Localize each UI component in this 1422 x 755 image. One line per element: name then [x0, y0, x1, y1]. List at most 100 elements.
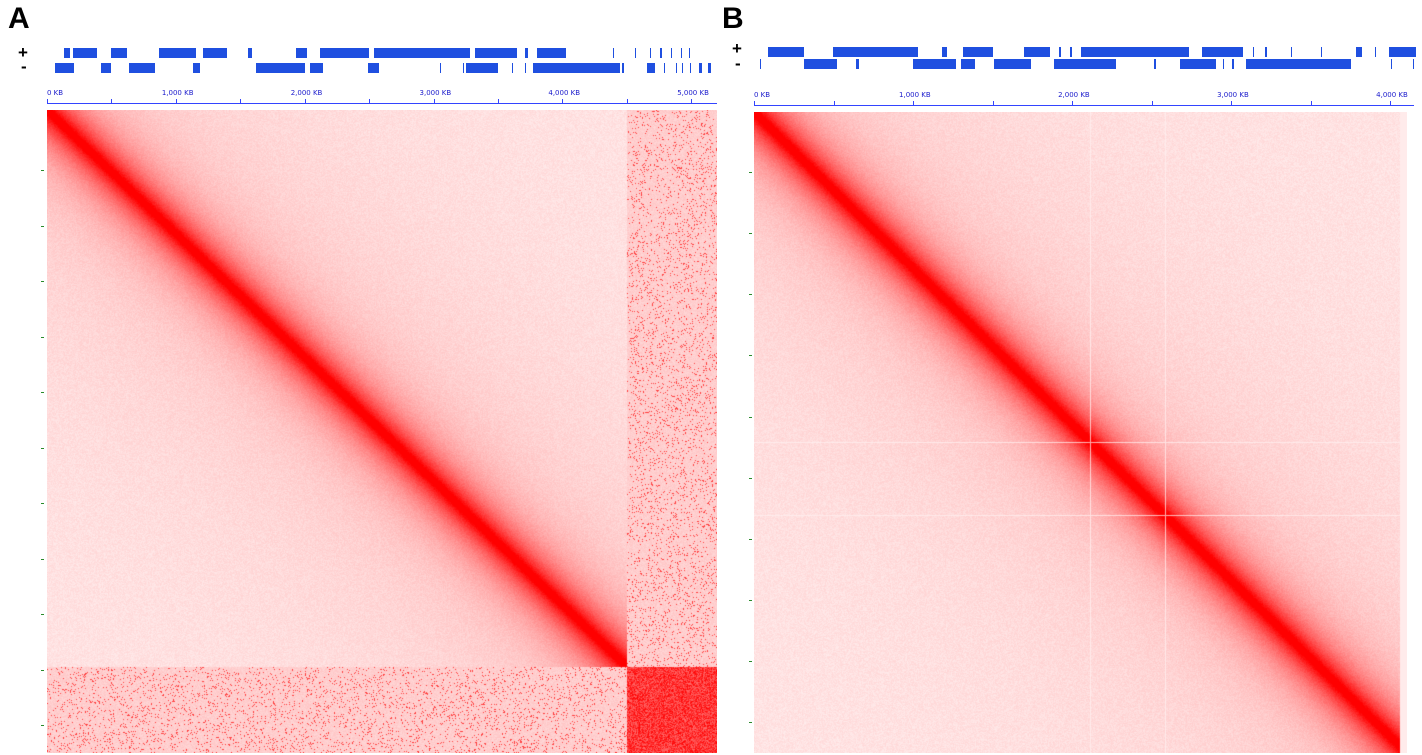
gene-feature-minus: [465, 63, 498, 73]
gene-feature-plus: [111, 48, 127, 58]
gene-track-plus: [47, 48, 717, 58]
gene-feature-minus: [439, 63, 442, 73]
left-axis-tick: [41, 725, 44, 727]
ruler-major-tick: [913, 101, 915, 106]
ruler-axis-line: [47, 103, 717, 104]
ruler-minor-tick: [369, 99, 371, 104]
gene-feature-minus: [675, 63, 678, 73]
ruler-tick-label: 1,000 KB: [899, 91, 931, 99]
left-axis-tick: [749, 722, 752, 724]
gene-feature-minus: [1232, 59, 1234, 69]
ruler-major-tick: [1390, 101, 1392, 106]
ruler-tick-label: 4,000 KB: [548, 89, 581, 97]
left-axis-tick: [749, 355, 752, 357]
gene-feature-minus: [309, 63, 323, 73]
ruler-major-tick: [433, 99, 435, 104]
gene-feature-plus: [202, 48, 228, 58]
gene-feature-minus: [1412, 59, 1415, 69]
gene-feature-minus: [759, 59, 762, 69]
gene-feature-plus: [688, 48, 690, 58]
gene-feature-minus: [1390, 59, 1393, 69]
gene-feature-minus: [698, 63, 702, 73]
gene-feature-minus: [1179, 59, 1217, 69]
ruler-tick-label: 2,000 KB: [1058, 91, 1090, 99]
left-axis-tick: [41, 558, 44, 560]
gene-feature-minus: [1222, 59, 1225, 69]
gene-feature-minus: [463, 63, 465, 73]
gene-track-minus: [47, 63, 717, 73]
gene-feature-plus: [1070, 47, 1072, 57]
left-axis-tick: [41, 281, 44, 283]
contact-heatmap: [754, 112, 1407, 753]
gene-feature-plus: [1355, 47, 1363, 57]
ruler-tick-label: 4,000 KB: [1376, 91, 1408, 99]
gene-feature-plus: [474, 48, 518, 58]
gene-feature-plus: [832, 47, 919, 57]
gene-feature-plus: [1374, 47, 1377, 57]
gene-feature-plus: [536, 48, 567, 58]
ruler-tick-label: 3,000 KB: [1217, 91, 1249, 99]
ruler-major-tick: [1072, 101, 1074, 106]
gene-feature-plus: [63, 48, 71, 58]
left-axis-tick: [41, 392, 44, 394]
gene-feature-minus: [856, 59, 860, 69]
gene-feature-plus: [634, 48, 636, 58]
ruler-tick-label: 0 KB: [754, 91, 771, 99]
panel-a: A + - 0 KB 1,000 KB 2,000 KB 3,000 KB 4,000 …: [8, 2, 717, 753]
left-axis-tick: [41, 669, 44, 671]
panel-label: A: [8, 2, 30, 35]
gene-feature-plus: [612, 48, 614, 58]
gene-feature-minus: [532, 63, 621, 73]
ruler-major-tick: [562, 99, 564, 104]
gene-feature-plus: [1024, 47, 1050, 57]
left-axis-tick: [749, 538, 752, 540]
gene-feature-minus: [621, 63, 625, 73]
gene-feature-minus: [192, 63, 201, 73]
gene-feature-minus: [1054, 59, 1117, 69]
left-axis-tick: [41, 614, 44, 616]
gene-feature-plus: [1389, 47, 1416, 57]
ruler-major-tick: [691, 99, 693, 104]
ruler-minor-tick: [992, 101, 994, 106]
gene-feature-plus: [295, 48, 308, 58]
left-axis-tick: [749, 600, 752, 602]
left-axis-tick: [41, 503, 44, 505]
gene-feature-plus: [1081, 47, 1190, 57]
contact-heatmap: [47, 110, 717, 753]
gene-feature-plus: [525, 48, 528, 58]
gene-feature-plus: [1059, 47, 1061, 57]
left-axis-tick: [749, 233, 752, 235]
gene-feature-minus: [512, 63, 514, 73]
ruler-tick-label: 0 KB: [47, 89, 64, 97]
gene-feature-minus: [525, 63, 527, 73]
gene-feature-plus: [72, 48, 98, 58]
gene-track-plus: [758, 47, 1416, 57]
gene-feature-plus: [670, 48, 672, 58]
left-axis-tick: [749, 477, 752, 479]
left-axis-tick: [749, 416, 752, 418]
gene-feature-minus: [101, 63, 112, 73]
ruler-tick-label: 3,000 KB: [419, 89, 452, 97]
gene-feature-minus: [682, 63, 684, 73]
gene-feature-minus: [960, 59, 976, 69]
gene-feature-plus: [680, 48, 683, 58]
ruler-major-tick: [754, 101, 755, 106]
strand-plus-label: +: [18, 43, 28, 62]
left-axis-tick: [41, 170, 44, 171]
panel-label: B: [722, 2, 744, 35]
left-axis-tick: [41, 447, 44, 449]
gene-feature-minus: [129, 63, 156, 73]
ruler-major-tick: [304, 99, 306, 104]
left-axis-tick: [749, 294, 752, 296]
gene-feature-plus: [248, 48, 252, 58]
ruler-minor-tick: [1310, 101, 1312, 106]
gene-feature-minus: [913, 59, 957, 69]
gene-feature-minus: [707, 63, 711, 73]
left-axis-tick: [41, 225, 44, 227]
gene-feature-plus: [159, 48, 197, 58]
gene-feature-minus: [803, 59, 838, 69]
gene-feature-plus: [1265, 47, 1267, 57]
ruler-minor-tick: [240, 99, 242, 104]
ruler-minor-tick: [833, 101, 835, 106]
ruler-tick-label: 2,000 KB: [290, 89, 323, 97]
